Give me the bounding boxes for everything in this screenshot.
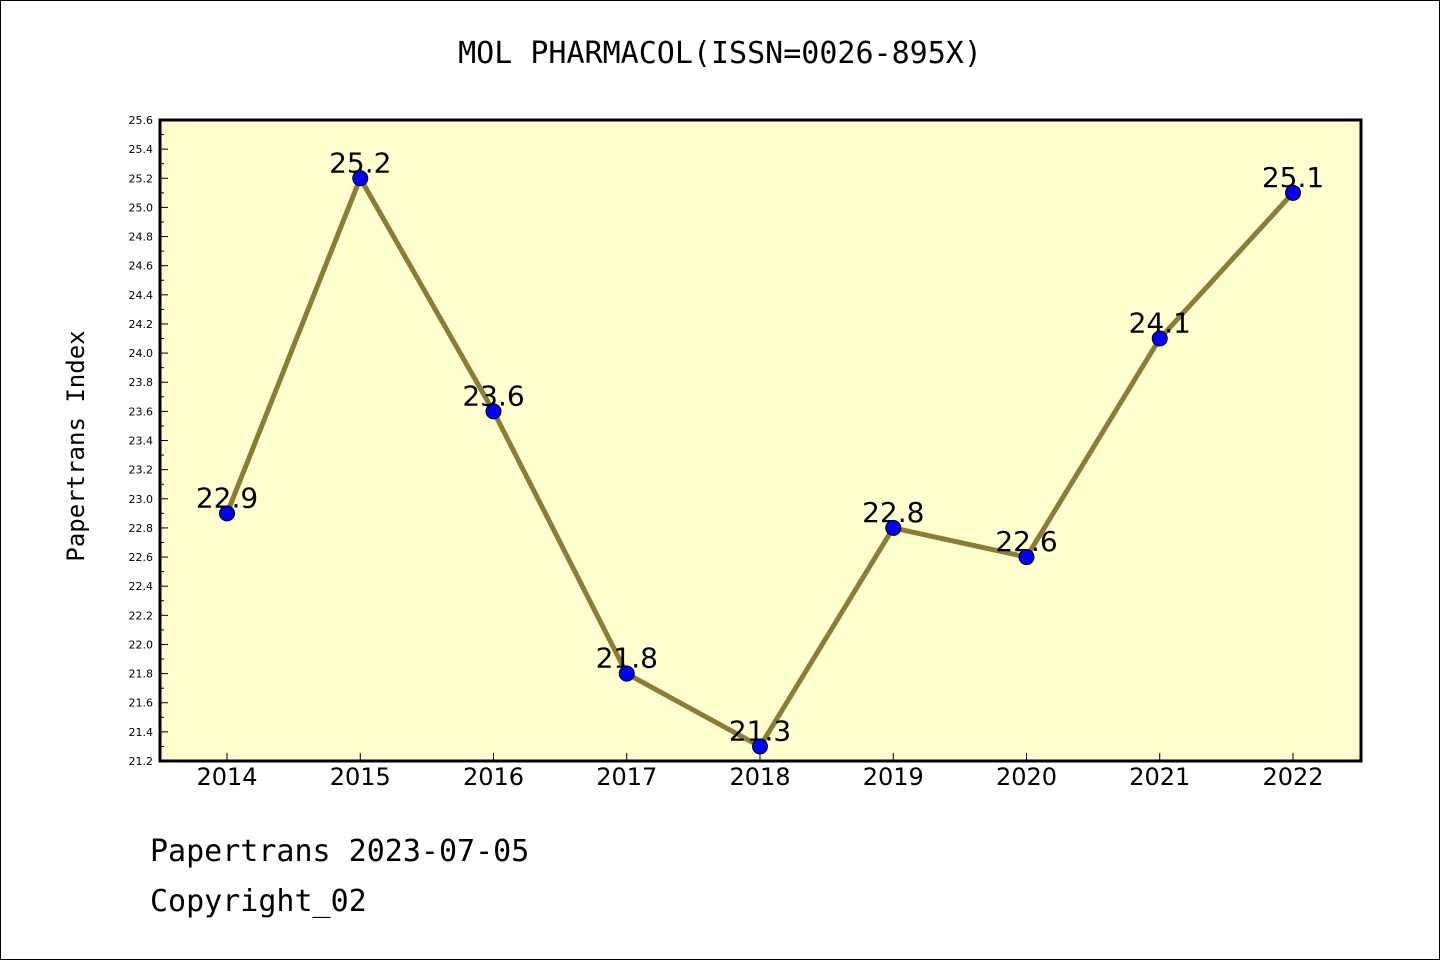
chart-title: MOL PHARMACOL(ISSN=0026-895X) xyxy=(458,36,982,71)
y-tick-label: 21.2 xyxy=(129,755,154,768)
x-tick-label: 2017 xyxy=(596,763,657,791)
data-point xyxy=(352,170,369,187)
y-tick-label: 24.8 xyxy=(129,231,154,244)
y-tick-label: 23.4 xyxy=(129,435,154,448)
footer-date: Papertrans 2023-07-05 xyxy=(150,834,530,869)
footer-copyright: Copyright_02 xyxy=(150,884,367,919)
y-tick-label: 25.4 xyxy=(129,143,154,156)
plot-area xyxy=(158,118,1363,763)
data-point xyxy=(485,403,502,420)
y-tick-label: 23.6 xyxy=(129,405,154,418)
x-tick-label: 2019 xyxy=(863,763,924,791)
y-tick-label: 24.4 xyxy=(129,289,154,302)
y-tick-label: 23.0 xyxy=(129,493,154,506)
y-tick-label: 21.8 xyxy=(129,668,154,681)
y-tick-label: 22.2 xyxy=(129,609,154,622)
x-tick-label: 2016 xyxy=(463,763,524,791)
y-tick-label: 21.6 xyxy=(129,697,154,710)
y-tick-label: 25.2 xyxy=(129,172,154,185)
y-tick-label: 25.6 xyxy=(129,114,154,127)
y-tick-label: 23.8 xyxy=(129,376,154,389)
x-tick-label: 2014 xyxy=(196,763,257,791)
x-tick-label: 2020 xyxy=(996,763,1057,791)
x-tick-label: 2018 xyxy=(729,763,790,791)
x-tick-label: 2021 xyxy=(1129,763,1190,791)
y-tick-label: 25.0 xyxy=(129,201,154,214)
y-tick-label: 24.6 xyxy=(129,260,154,273)
y-tick-label: 24.0 xyxy=(129,347,154,360)
x-tick-label: 2015 xyxy=(330,763,391,791)
y-tick-label: 22.4 xyxy=(129,580,154,593)
y-tick-label: 22.8 xyxy=(129,522,154,535)
data-point xyxy=(752,738,768,755)
data-point xyxy=(1018,549,1035,566)
data-point xyxy=(1151,330,1168,347)
data-point xyxy=(219,505,235,522)
series-group: 22.925.223.621.821.322.822.624.125.1 xyxy=(196,146,1324,755)
data-point xyxy=(618,665,635,682)
y-tick-label: 21.4 xyxy=(129,726,154,739)
y-tick-label: 24.2 xyxy=(129,318,154,331)
data-point xyxy=(885,519,902,536)
x-tick-label: 2022 xyxy=(1262,763,1323,791)
y-tick-label: 23.2 xyxy=(129,464,154,477)
y-axis: 21.2 21.4 21.6 21.8 22.0 22.2 22.4 22.6 22.8 23.0… xyxy=(129,114,168,768)
data-point xyxy=(1285,184,1301,201)
y-tick-label: 22.6 xyxy=(129,551,154,564)
x-axis: 2014 2015 2016 2017 2018 2019 2020 2021 2022 xyxy=(196,753,1324,791)
y-tick-label: 22.0 xyxy=(129,638,154,651)
